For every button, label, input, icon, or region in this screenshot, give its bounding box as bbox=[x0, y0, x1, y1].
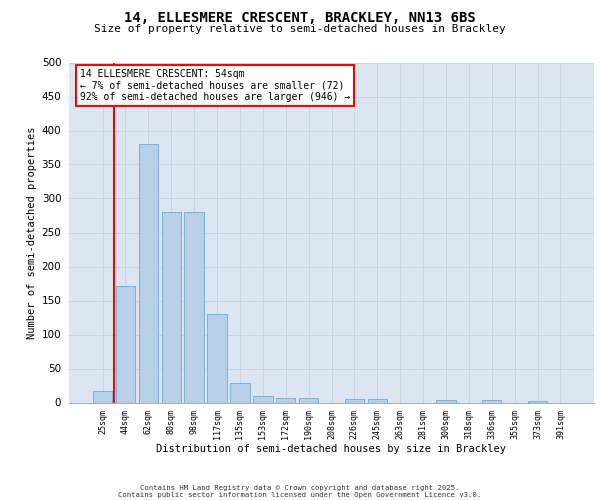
Bar bbox=[161, 212, 181, 402]
Bar bbox=[344, 399, 364, 402]
Bar bbox=[482, 400, 502, 402]
Bar bbox=[208, 314, 227, 402]
X-axis label: Distribution of semi-detached houses by size in Brackley: Distribution of semi-detached houses by … bbox=[157, 444, 506, 454]
Bar bbox=[528, 401, 547, 402]
Y-axis label: Number of semi-detached properties: Number of semi-detached properties bbox=[28, 126, 37, 339]
Bar bbox=[230, 384, 250, 402]
Bar bbox=[299, 398, 319, 402]
Bar bbox=[253, 396, 272, 402]
Bar bbox=[276, 398, 295, 402]
Text: Contains HM Land Registry data © Crown copyright and database right 2025.
Contai: Contains HM Land Registry data © Crown c… bbox=[118, 485, 482, 498]
Bar bbox=[436, 400, 455, 402]
Bar bbox=[93, 391, 112, 402]
Bar bbox=[184, 212, 204, 402]
Text: Size of property relative to semi-detached houses in Brackley: Size of property relative to semi-detach… bbox=[94, 24, 506, 34]
Text: 14 ELLESMERE CRESCENT: 54sqm
← 7% of semi-detached houses are smaller (72)
92% o: 14 ELLESMERE CRESCENT: 54sqm ← 7% of sem… bbox=[79, 70, 350, 102]
Bar bbox=[368, 399, 387, 402]
Bar bbox=[139, 144, 158, 403]
Text: 14, ELLESMERE CRESCENT, BRACKLEY, NN13 6BS: 14, ELLESMERE CRESCENT, BRACKLEY, NN13 6… bbox=[124, 11, 476, 25]
Bar bbox=[116, 286, 135, 403]
